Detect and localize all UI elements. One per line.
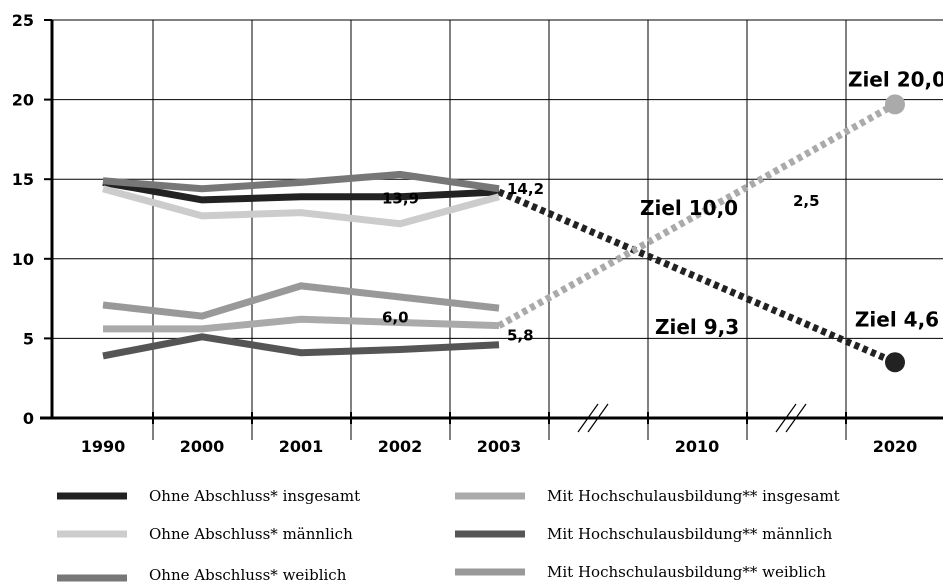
series-line <box>103 315 500 333</box>
series-line <box>102 178 500 204</box>
annotation: Ziel 9,3 <box>655 315 739 339</box>
legend-label: Mit Hochschulausbildung** insgesamt <box>547 487 840 505</box>
target-label: Ziel 20,0 <box>848 67 943 91</box>
legend-label: Ohne Abschluss* männlich <box>149 525 353 543</box>
series-line <box>102 282 500 320</box>
x-tick-label: 2001 <box>279 437 324 456</box>
y-tick-label: 20 <box>12 91 34 110</box>
target-label: Ziel 4,6 <box>855 307 939 331</box>
y-tick-label: 10 <box>12 250 34 269</box>
target-line <box>497 101 897 329</box>
x-tick-label: 2000 <box>180 437 225 456</box>
data-label: 5,8 <box>507 327 534 345</box>
y-tick-label: 15 <box>12 170 34 189</box>
target-point <box>885 352 905 373</box>
annotation: Ziel 10,0 <box>640 196 738 220</box>
x-tick-label: 2003 <box>477 437 522 456</box>
series-line <box>102 170 500 193</box>
y-tick-label: 25 <box>12 11 34 30</box>
data-label: 14,2 <box>507 180 544 198</box>
legend-label: Ohne Abschluss* weiblich <box>149 566 347 583</box>
legend-label: Ohne Abschluss* insgesamt <box>149 487 360 505</box>
x-tick-label: 1990 <box>81 437 126 456</box>
data-label: 6,0 <box>382 308 409 326</box>
x-tick-label: 2020 <box>873 437 918 456</box>
x-tick-label: 2002 <box>378 437 423 456</box>
y-tick-label: 0 <box>23 409 34 428</box>
legend-label: Mit Hochschulausbildung** weiblich <box>547 563 826 581</box>
target-point <box>885 94 905 115</box>
series-line <box>102 333 500 360</box>
x-tick-label: 2010 <box>675 437 720 456</box>
annotation: 2,5 <box>793 192 820 210</box>
data-label: 13,9 <box>382 190 419 208</box>
y-tick-label: 5 <box>23 329 34 348</box>
series-line <box>102 185 500 228</box>
legend-label: Mit Hochschulausbildung** männlich <box>547 525 833 543</box>
